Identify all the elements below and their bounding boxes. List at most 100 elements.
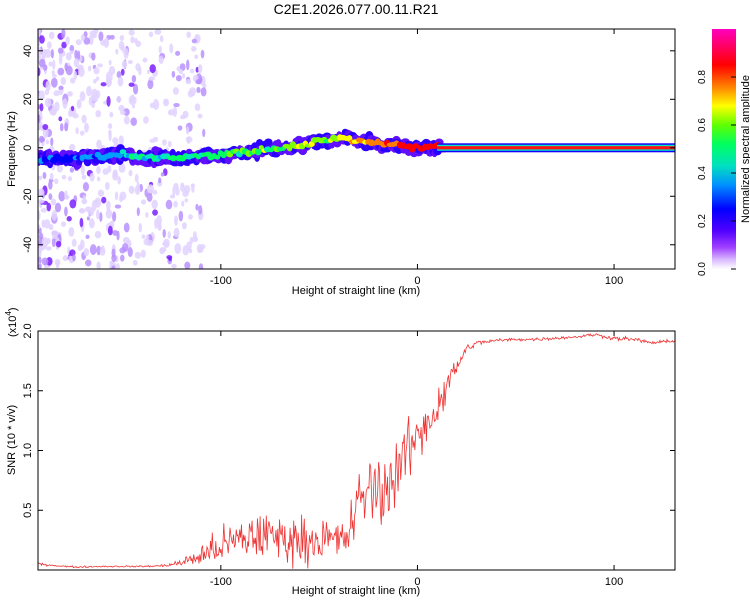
spectral-speckle (38, 188, 45, 196)
spectral-speckle (118, 40, 125, 51)
spectral-speckle (198, 205, 203, 215)
spectral-speckle (114, 191, 119, 201)
spectral-speckle (96, 176, 101, 182)
top-ytick-label: -40 (22, 237, 34, 253)
spectral-speckle (60, 221, 67, 227)
spectral-speckle (38, 90, 45, 101)
spectral-speckle (103, 37, 110, 48)
spectral-speckle (38, 46, 41, 52)
spectral-speckle (111, 265, 116, 269)
spectral-speckle (86, 216, 90, 221)
spectral-speckle (173, 102, 180, 108)
colorbar-tick-label: 0.4 (697, 166, 708, 180)
spectral-speckle (89, 244, 97, 255)
spectral-speckle (181, 222, 187, 230)
spectral-speckle (81, 174, 87, 180)
spectral-speckle (189, 68, 195, 74)
spectral-speckle (39, 103, 44, 112)
spectral-speckle (38, 249, 42, 257)
spectral-speckle (184, 261, 191, 269)
spectral-speckle (48, 180, 53, 190)
spectral-speckle (123, 48, 129, 59)
spectral-speckle (79, 130, 85, 136)
spectral-speckle (165, 199, 173, 210)
spectral-speckle (105, 209, 113, 219)
spectral-speckle (83, 37, 91, 45)
spectral-speckle (54, 258, 61, 266)
spectral-speckle (160, 172, 165, 177)
spectral-speckle (38, 263, 42, 269)
spectral-speckle (202, 128, 206, 138)
spectral-speckle (167, 231, 171, 239)
spectral-speckle (70, 105, 75, 112)
spectral-speckle (69, 45, 75, 53)
spectral-speckle (107, 225, 113, 236)
spectral-speckle (95, 76, 100, 81)
spectral-speckle (163, 99, 170, 107)
spectral-speckle (162, 229, 166, 238)
spectral-speckle (58, 85, 64, 90)
spectral-speckle (46, 41, 52, 50)
bottom-xtick-label: 0 (414, 576, 420, 588)
spectral-speckle (158, 56, 164, 64)
spectral-speckle (172, 87, 179, 95)
spectral-speckle (152, 189, 158, 195)
spectral-speckle (132, 83, 139, 95)
spectral-speckle (109, 34, 115, 40)
spectral-speckle (106, 200, 111, 211)
spectral-speckle (38, 67, 41, 77)
spectral-speckle (53, 90, 60, 97)
spectral-speckle (69, 167, 75, 173)
spectral-speckle (42, 171, 47, 180)
colorbar-label: Normalized spectral amplitude (740, 75, 750, 223)
spectral-speckle (172, 186, 176, 197)
spectral-speckle (108, 59, 112, 66)
spectral-speckle (57, 67, 65, 76)
spectral-speckle (42, 124, 49, 131)
spectral-speckle (120, 110, 126, 116)
spectral-speckle (58, 53, 63, 65)
spectral-speckle (175, 50, 181, 56)
spectral-speckle (93, 67, 100, 75)
spectral-speckle (43, 219, 51, 229)
spectral-speckle (200, 87, 207, 97)
spectral-speckle (91, 52, 96, 61)
colorbar-tick-label: 0.8 (697, 70, 708, 84)
spectral-speckle (128, 29, 135, 36)
spectral-speckle (171, 263, 177, 269)
spectral-speckle (38, 199, 45, 204)
spectral-speckle (112, 211, 117, 222)
spectral-speckle (138, 222, 143, 233)
top-ytick-label: 20 (22, 93, 34, 105)
spectral-speckle (117, 176, 121, 185)
spectral-speckle (46, 202, 52, 212)
bottom-y-axis-label: SNR (10 * v/v) (6, 405, 18, 475)
spectral-speckle (115, 48, 119, 55)
bottom-xtick-label: -100 (210, 576, 232, 588)
spectral-speckle (168, 256, 172, 262)
spectral-speckle (145, 212, 149, 218)
spectral-speckle (196, 243, 203, 254)
spectral-speckle (163, 238, 170, 248)
spectral-speckle (67, 176, 73, 182)
spectral-speckle (185, 79, 192, 85)
spectral-speckle (54, 202, 62, 213)
spectral-speckle (68, 143, 76, 152)
spectral-speckle (120, 68, 125, 76)
top-plot: -100 0 100 -40 -20 0 20 40 Height of straight l… (6, 28, 676, 297)
spectral-speckle (115, 263, 120, 269)
spectral-speckle (107, 165, 112, 173)
spectral-speckle (73, 70, 77, 80)
spectral-speckle (95, 110, 102, 118)
spectral-speckle (64, 122, 69, 132)
bottom-plot-area (38, 331, 675, 570)
spectral-speckle (132, 259, 138, 266)
spectral-speckle (40, 137, 46, 142)
spectral-speckle (48, 61, 53, 67)
top-y-axis-label: Frequency (Hz) (6, 111, 18, 187)
spectral-speckle (189, 87, 196, 97)
figure-title: C2E1.2026.077.00.11.R21 (274, 1, 439, 17)
spectral-speckle (184, 198, 189, 203)
spectral-speckle (152, 136, 159, 143)
